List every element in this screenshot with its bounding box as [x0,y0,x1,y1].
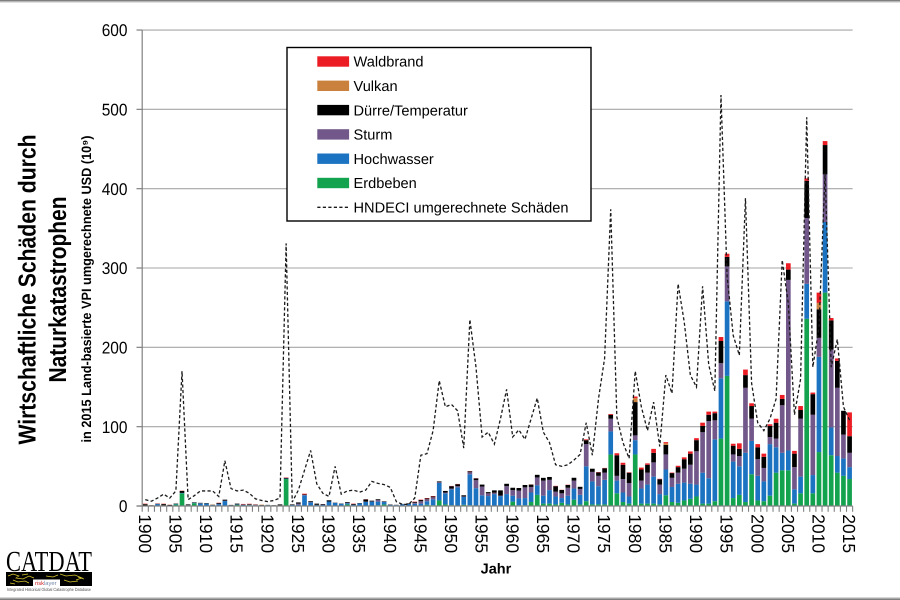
svg-text:500: 500 [102,101,128,120]
svg-text:Erdbeben: Erdbeben [354,176,417,192]
svg-text:1905: 1905 [165,514,185,553]
svg-text:1980: 1980 [625,514,645,553]
svg-text:risklayer: risklayer [35,580,57,587]
svg-text:1960: 1960 [502,514,522,553]
svg-text:Sturm: Sturm [354,128,393,144]
svg-text:1940: 1940 [380,514,400,553]
svg-text:1935: 1935 [349,514,369,553]
svg-text:1900: 1900 [135,514,155,553]
svg-text:1910: 1910 [196,514,216,553]
svg-text:Integrated Historical Global C: Integrated Historical Global Catastrophe… [7,587,91,592]
svg-text:Wirtschaftliche Schäden durch: Wirtschaftliche Schäden durch [14,134,41,444]
svg-text:600: 600 [102,21,128,40]
svg-text:HNDECI umgerechnete Schäden: HNDECI umgerechnete Schäden [354,201,569,217]
svg-text:100: 100 [102,418,128,437]
svg-text:1975: 1975 [594,514,614,553]
svg-text:1955: 1955 [472,514,492,553]
svg-text:Jahr: Jahr [481,562,512,578]
svg-text:1930: 1930 [319,514,339,553]
svg-text:1995: 1995 [717,514,737,553]
svg-text:1920: 1920 [257,514,277,553]
svg-text:1945: 1945 [410,514,430,553]
svg-text:200: 200 [102,339,128,358]
svg-text:1915: 1915 [227,514,247,553]
svg-text:Vulkan: Vulkan [354,79,398,95]
svg-text:0: 0 [119,497,128,516]
svg-text:1990: 1990 [686,514,706,553]
svg-text:2000: 2000 [747,514,767,553]
svg-text:2010: 2010 [809,514,829,553]
svg-text:1965: 1965 [533,514,553,553]
svg-text:Naturkatastrophen: Naturkatastrophen [45,197,72,383]
svg-text:Waldbrand: Waldbrand [354,55,424,71]
svg-text:Dürre/Temperatur: Dürre/Temperatur [354,103,468,119]
svg-text:1970: 1970 [564,514,584,553]
svg-text:2005: 2005 [778,514,798,553]
svg-text:400: 400 [102,180,128,199]
svg-text:300: 300 [102,259,128,278]
svg-text:in 2015 Land-basierte VPI umge: in 2015 Land-basierte VPI umgerechnete U… [79,136,94,443]
svg-text:Hochwasser: Hochwasser [354,152,434,168]
svg-text:1950: 1950 [441,514,461,553]
svg-text:1925: 1925 [288,514,308,553]
svg-text:2015: 2015 [839,514,859,553]
svg-text:1985: 1985 [655,514,675,553]
